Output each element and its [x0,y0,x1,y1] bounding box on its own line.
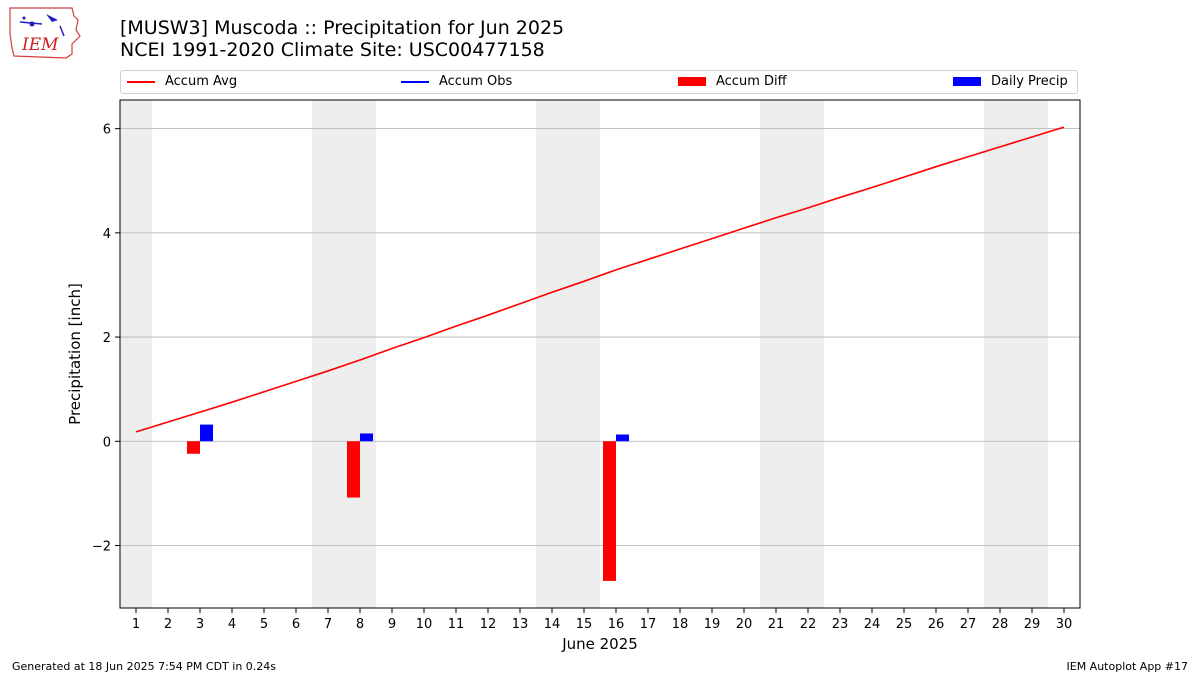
iem-logo: IEM [9,7,81,59]
x-tick-label: 17 [640,617,657,632]
x-tick-label: 10 [416,617,433,632]
x-tick-label: 14 [544,617,561,632]
weekend-band [984,100,1048,608]
x-tick-label: 3 [196,617,204,632]
x-tick-label: 27 [960,617,977,632]
legend-swatch [953,77,981,86]
logo-text: IEM [21,35,59,55]
legend-item-accum-avg: Accum Avg [127,74,237,89]
x-tick-label: 24 [864,617,881,632]
footer-app: IEM Autoplot App #17 [1066,660,1189,673]
plot-frame [119,99,1081,609]
x-tick-label: 8 [356,617,364,632]
weekend-band [312,100,376,608]
legend-swatch [678,77,706,86]
x-tick-label: 9 [388,617,396,632]
legend: Accum Avg Accum Obs Accum Diff Daily Pre… [120,70,1078,94]
x-tick-label: 6 [292,617,300,632]
x-tick-label: 2 [164,617,172,632]
y-tick-label: 6 [103,123,111,138]
legend-label: Accum Diff [716,74,787,89]
x-tick-label: 26 [928,617,945,632]
legend-item-daily-precip: Daily Precip [953,74,1068,89]
x-tick-label: 16 [608,617,625,632]
x-tick-label: 22 [800,617,817,632]
accum-avg-line [135,126,1065,433]
accum-diff-bar [603,441,616,581]
y-tick-label: 4 [103,227,111,242]
x-tick-label: 25 [896,617,913,632]
y-tick-label: 0 [103,435,111,450]
weekend-band [536,100,600,608]
legend-swatch [127,80,155,83]
x-tick-label: 7 [324,617,332,632]
legend-label: Accum Obs [439,74,513,89]
x-tick-label: 1 [132,617,140,632]
daily-precip-bar [200,424,213,442]
weekend-band [760,100,824,608]
x-tick-label: 19 [704,617,721,632]
daily-precip-bar [360,433,373,442]
x-axis-label: June 2025 [561,635,638,653]
accum-diff-bar [347,441,360,498]
x-tick-label: 4 [228,617,236,632]
legend-label: Daily Precip [991,74,1068,89]
x-tick-label: 12 [480,617,497,632]
x-tick-label: 29 [1024,617,1041,632]
footer-generated: Generated at 18 Jun 2025 7:54 PM CDT in … [12,660,277,673]
x-tick-label: 21 [768,617,785,632]
x-tick-label: 18 [672,617,689,632]
x-tick-label: 30 [1056,617,1073,632]
chart-title: [MUSW3] Muscoda :: Precipitation for Jun… [120,17,565,39]
y-tick-label: −2 [92,539,111,554]
x-tick-label: 5 [260,617,268,632]
x-tick-label: 13 [512,617,529,632]
accum-diff-bar [187,441,200,454]
y-tick-label: 2 [103,331,111,346]
legend-label: Accum Avg [165,74,238,89]
legend-item-accum-diff: Accum Diff [678,74,787,89]
x-tick-label: 11 [448,617,465,632]
x-tick-label: 23 [832,617,849,632]
chart-subtitle: NCEI 1991-2020 Climate Site: USC00477158 [120,39,545,61]
y-axis-label: Precipitation [inch] [66,283,84,425]
daily-precip-bar [616,434,629,442]
x-tick-label: 28 [992,617,1009,632]
legend-swatch [401,80,429,83]
x-tick-label: 15 [576,617,593,632]
x-tick-label: 20 [736,617,753,632]
weekend-band [120,100,152,608]
legend-item-accum-obs: Accum Obs [401,74,512,89]
